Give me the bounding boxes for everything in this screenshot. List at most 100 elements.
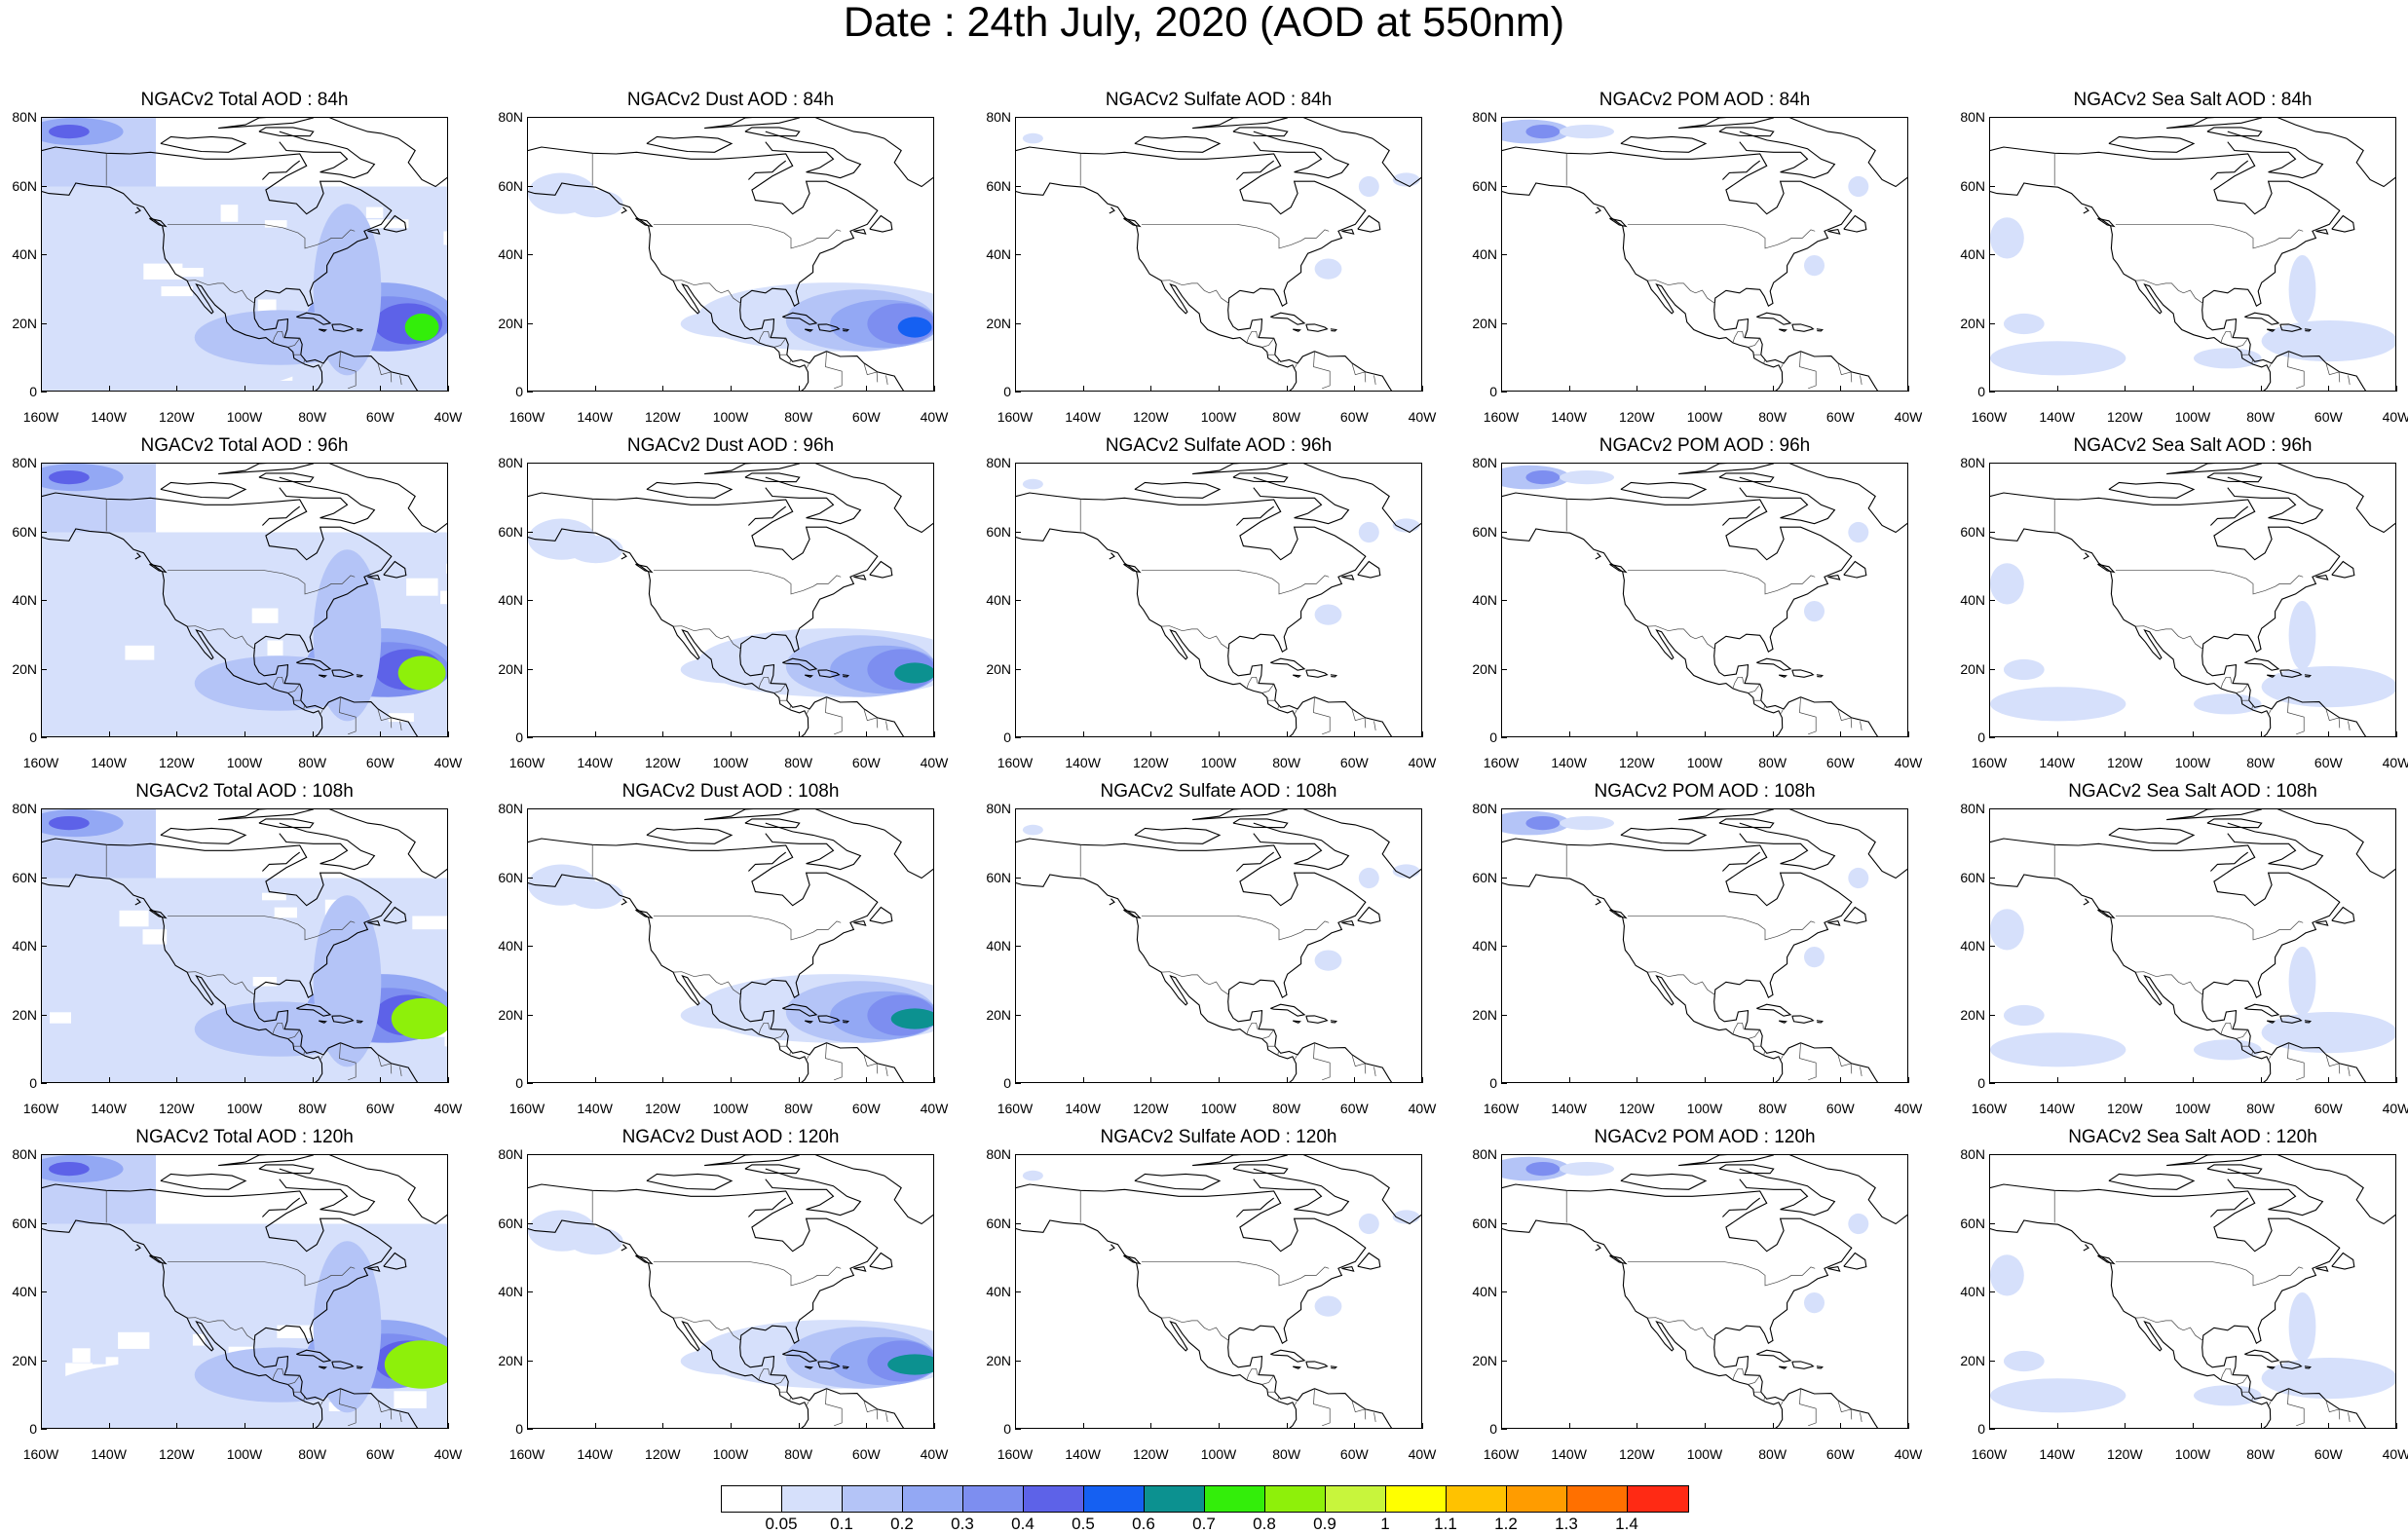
coastline: [1016, 874, 1298, 1082]
coastline: [842, 674, 849, 678]
coastline: [367, 574, 381, 580]
coastline: [1305, 669, 1329, 678]
coastline: [1134, 827, 1222, 844]
lon-tick-label: 60W: [851, 1446, 881, 1462]
lat-tick-mark: [1501, 1429, 1507, 1430]
lon-tick-mark: [380, 386, 382, 392]
coastline: [2227, 476, 2324, 525]
country-border: [320, 363, 323, 368]
coastline: [1788, 118, 1907, 188]
aod-plume: [397, 655, 446, 691]
lon-tick-label: 80W: [784, 1446, 813, 1462]
lon-tick-mark: [108, 1077, 110, 1083]
lon-tick-label: 60W: [851, 1101, 881, 1116]
coastline: [262, 505, 301, 526]
coastline: [318, 674, 327, 678]
lon-tick-label: 100W: [712, 1101, 749, 1116]
map-frame: [527, 463, 934, 737]
lat-tick-mark: [527, 1360, 533, 1362]
coastline: [704, 118, 800, 130]
lon-tick-mark: [1908, 731, 1909, 737]
lat-tick-label: 0: [1489, 1421, 1497, 1437]
country-border: [339, 1042, 357, 1081]
country-border: [863, 1400, 879, 1420]
lon-tick-label: 140W: [2039, 409, 2075, 425]
lon-tick-mark: [1219, 386, 1220, 392]
map-frame: [1989, 808, 2396, 1083]
coastline: [2210, 160, 2249, 180]
coastline: [160, 135, 247, 153]
coastline: [635, 909, 654, 919]
map-frame: [41, 463, 448, 737]
coastline: [1123, 563, 1142, 574]
coastline: [528, 528, 809, 736]
country-border: [1837, 708, 1853, 729]
lat-tick-label: 80N: [1472, 801, 1497, 816]
coastline: [1134, 135, 1222, 153]
aod-clear-patch: [365, 206, 384, 218]
country-border: [1277, 705, 1279, 710]
coastline: [2315, 574, 2329, 580]
country-border: [339, 1388, 357, 1427]
lon-tick-mark: [594, 1423, 596, 1429]
country-border: [1799, 696, 1817, 735]
aod-plume: [404, 313, 439, 342]
country-border: [1351, 1400, 1367, 1420]
map-frame: [1501, 1154, 1908, 1429]
coastline: [1232, 818, 1289, 829]
lat-tick-label: 40N: [12, 246, 37, 262]
page-title: Date : 24th July, 2020 (AOD at 550nm): [843, 0, 1565, 46]
lat-tick-mark: [1015, 808, 1021, 809]
coastline: [2227, 822, 2324, 871]
lat-tick-mark: [41, 737, 47, 738]
aod-field: [528, 518, 933, 697]
lat-tick-mark: [1501, 392, 1507, 393]
lon-tick-label: 120W: [159, 755, 195, 770]
lat-tick-label: 0: [515, 1421, 523, 1437]
lon-tick-label: 120W: [1133, 755, 1169, 770]
lon-tick-label: 40W: [2382, 409, 2408, 425]
aod-field: [1990, 217, 2395, 376]
country-border: [1161, 971, 1229, 995]
lat-tick-mark: [41, 463, 47, 464]
country-border: [377, 362, 393, 383]
lon-tick-label: 140W: [1065, 755, 1101, 770]
lat-tick-mark: [41, 185, 47, 187]
panel-title: NGACv2 Dust AOD : 108h: [621, 781, 840, 802]
lon-tick-mark: [1015, 731, 1016, 737]
aod-map-svg: [1016, 118, 1421, 391]
coastline: [528, 182, 809, 391]
coastline: [356, 1366, 363, 1369]
country-border: [2115, 1260, 2304, 1287]
coastline: [383, 560, 407, 579]
aod-plume: [1358, 521, 1379, 543]
coastline: [765, 822, 862, 871]
coastline: [1827, 1265, 1841, 1272]
lat-tick-mark: [1015, 322, 1021, 324]
lat-tick-mark: [1989, 1360, 1995, 1362]
map-frame: [1015, 1154, 1422, 1429]
lon-tick-mark: [2125, 386, 2126, 392]
coastline: [744, 127, 801, 137]
coastline: [383, 1252, 407, 1270]
coastline: [1253, 822, 1350, 871]
lon-tick-label: 120W: [645, 409, 681, 425]
country-border: [1748, 338, 1760, 348]
coastline: [1827, 574, 1841, 580]
country-border: [1780, 709, 1784, 714]
lon-tick-label: 100W: [2174, 1101, 2211, 1116]
coastline: [2266, 1020, 2276, 1024]
coastline: [258, 127, 315, 137]
coastline: [1192, 464, 1288, 475]
coastline: [383, 906, 407, 924]
country-border: [1161, 625, 1229, 650]
colorbar-swatch: [1507, 1486, 1567, 1512]
country-border: [885, 1066, 888, 1076]
lat-tick-mark: [1015, 668, 1021, 670]
aod-map-svg: [1016, 809, 1421, 1082]
lat-tick-label: 60N: [498, 523, 523, 540]
aod-plume: [894, 662, 933, 684]
aod-field: [1022, 478, 1420, 625]
lon-tick-mark: [1840, 731, 1842, 737]
country-border: [1748, 1029, 1760, 1039]
